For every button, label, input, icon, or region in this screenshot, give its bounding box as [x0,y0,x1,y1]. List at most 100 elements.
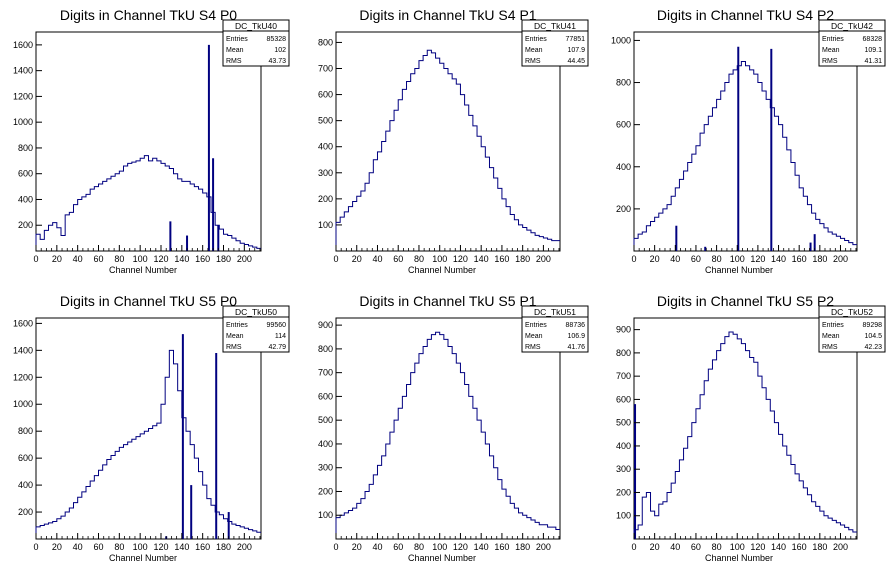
plot-frame [35,317,262,540]
x-tick-label: 60 [93,542,103,552]
stats-name: DC_TkU42 [831,21,873,31]
x-axis-label: Channel Number [705,553,773,563]
y-tick-label: 1400 [13,345,33,355]
x-tick-label: 0 [631,542,636,552]
x-tick-label: 0 [33,254,38,264]
y-tick-label: 100 [318,510,333,520]
x-axis-label: Channel Number [109,265,177,275]
stats-key: RMS [822,58,838,65]
stats-name: DC_TkU41 [534,21,576,31]
stats-value: 41.31 [864,58,882,65]
y-tick-label: 700 [318,368,333,378]
x-tick-label: 20 [352,254,362,264]
y-tick-label: 200 [18,507,33,517]
x-tick-label: 160 [195,542,210,552]
stats-key: RMS [525,344,541,351]
x-tick-label: 80 [414,542,424,552]
x-tick-label: 120 [453,254,468,264]
x-tick-label: 160 [792,254,807,264]
plot-frame [335,317,561,540]
y-tick-label: 800 [318,37,333,47]
x-tick-label: 160 [195,254,210,264]
x-tick-label: 40 [73,542,83,552]
stats-value: 41.76 [567,344,585,351]
stats-box: DC_TkU51 Entries 88736 Mean 106.9 RMS 41.76 [521,305,589,353]
y-tick-label: 200 [318,194,333,204]
chart-title: Digits in Channel TkU S5 P2 [657,293,834,309]
chart-title: Digits in Channel TkU S5 P1 [359,293,536,309]
x-tick-label: 80 [114,254,124,264]
x-tick-label: 40 [372,542,382,552]
x-axis-label: Channel Number [408,553,476,563]
x-axis-label: Channel Number [109,553,177,563]
y-tick-label: 400 [616,441,631,451]
x-tick-label: 180 [515,542,530,552]
x-tick-label: 180 [812,542,827,552]
x-tick-label: 200 [237,254,252,264]
x-tick-label: 180 [216,542,231,552]
x-tick-label: 200 [536,542,551,552]
histogram-series [35,155,261,251]
stats-value: 44.45 [567,58,585,65]
x-tick-label: 0 [333,254,338,264]
x-tick-label: 20 [52,254,62,264]
y-tick-label: 800 [616,348,631,358]
stats-value: 107.9 [567,47,585,54]
stats-value: 43.73 [268,58,286,65]
y-tick-label: 800 [616,78,631,88]
x-tick-label: 100 [730,542,745,552]
stats-name: DC_TkU40 [235,21,277,31]
x-tick-label: 140 [474,542,489,552]
y-tick-label: 600 [318,90,333,100]
y-tick-label: 500 [318,116,333,126]
stats-key: Mean [822,47,840,54]
y-tick-label: 400 [18,480,33,490]
x-tick-label: 100 [730,254,745,264]
histogram-series [335,49,560,251]
y-tick-label: 100 [318,220,333,230]
stats-key: Entries [525,322,547,329]
stats-value: 114 [275,333,286,340]
x-tick-label: 200 [536,254,551,264]
stats-value: 109.1 [864,47,882,54]
y-tick-label: 200 [616,204,631,214]
y-tick-label: 600 [616,120,631,130]
y-tick-label: 600 [18,453,33,463]
y-tick-label: 400 [18,194,33,204]
stats-key: RMS [226,344,242,351]
x-tick-label: 120 [750,542,765,552]
stats-key: Entries [226,322,248,329]
x-tick-label: 120 [153,542,168,552]
y-tick-label: 600 [318,391,333,401]
x-tick-label: 200 [833,254,848,264]
y-tick-label: 700 [318,64,333,74]
y-tick-label: 500 [318,415,333,425]
x-tick-label: 120 [453,542,468,552]
stats-value: 88736 [566,322,586,329]
stats-box: DC_TkU50 Entries 99560 Mean 114 RMS 42.79 [222,305,290,353]
x-tick-label: 20 [650,254,660,264]
x-tick-label: 120 [153,254,168,264]
stats-key: Entries [822,322,844,329]
x-tick-label: 100 [432,254,447,264]
plot-frame [633,317,858,540]
y-tick-label: 1000 [611,35,631,45]
y-tick-label: 600 [18,169,33,179]
x-tick-label: 140 [771,254,786,264]
x-tick-label: 100 [133,542,148,552]
stats-key: Mean [822,333,840,340]
stats-key: RMS [822,344,838,351]
chart-title: Digits in Channel TkU S4 P2 [657,7,834,23]
x-tick-label: 40 [73,254,83,264]
x-tick-label: 60 [393,542,403,552]
x-tick-label: 0 [33,542,38,552]
x-tick-label: 100 [432,542,447,552]
x-tick-label: 160 [792,542,807,552]
y-tick-label: 400 [616,162,631,172]
y-tick-label: 200 [616,487,631,497]
x-tick-label: 40 [372,254,382,264]
x-tick-label: 100 [133,254,148,264]
y-tick-label: 1000 [13,399,33,409]
x-tick-label: 200 [237,542,252,552]
